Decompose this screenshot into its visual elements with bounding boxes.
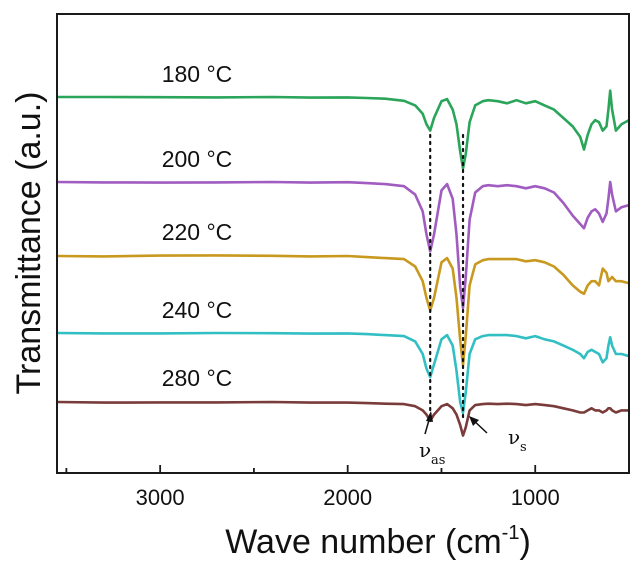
x-axis-title-sup: -1 xyxy=(502,522,520,544)
series-line-1 xyxy=(56,180,630,310)
guide-layer xyxy=(429,133,465,422)
series-label-4: 280 °C xyxy=(162,365,233,391)
series-line-3 xyxy=(56,331,630,415)
x-tick-label-1: 2000 xyxy=(323,485,372,510)
series-label-0: 180 °C xyxy=(162,61,233,87)
nu-s-symbol: ν xyxy=(508,425,520,449)
nu-s-arrowhead xyxy=(469,416,479,426)
series-layer xyxy=(56,89,630,437)
x-axis-title-main: Wave number (cm xyxy=(225,523,501,561)
nu-as-symbol: ν xyxy=(419,438,431,462)
x-tick-label-0: 3000 xyxy=(136,485,185,510)
series-label-1: 200 °C xyxy=(162,146,233,172)
nu-s-subscript: s xyxy=(520,440,527,455)
x-tick-label-2: 1000 xyxy=(511,485,560,510)
tick-layer: 3000 2000 1000 xyxy=(65,465,630,510)
nu-as-arrowhead xyxy=(426,411,433,422)
nu-as-annotation: ν as xyxy=(419,411,445,468)
x-axis-title: Wave number (cm-1) xyxy=(225,522,531,561)
series-line-0 xyxy=(57,89,630,170)
nu-s-annotation: ν s xyxy=(469,416,527,455)
nu-as-subscript: as xyxy=(431,453,445,468)
plot-frame xyxy=(56,13,630,474)
series-line-2 xyxy=(56,254,630,367)
x-axis-title-close: ) xyxy=(519,523,530,561)
series-label-2: 220 °C xyxy=(162,219,233,245)
label-layer: 180 °C 200 °C 220 °C 240 °C 280 °C xyxy=(162,61,233,391)
series-label-3: 240 °C xyxy=(162,297,233,323)
series-line-4 xyxy=(56,400,629,437)
y-axis-title: Transmittance (a.u.) xyxy=(10,92,48,395)
